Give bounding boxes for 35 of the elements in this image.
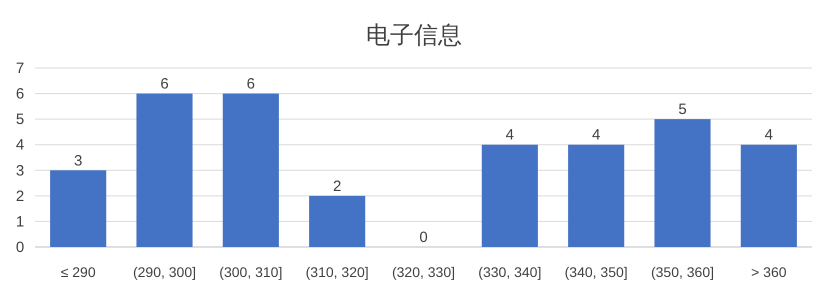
x-tick-label: ≤ 290 xyxy=(60,264,96,280)
bar xyxy=(654,119,711,247)
x-tick-label: > 360 xyxy=(751,264,787,280)
x-tick-label: (310, 320] xyxy=(306,264,369,280)
data-label: 4 xyxy=(764,126,774,144)
y-tick-label: 1 xyxy=(16,213,24,230)
data-label: 2 xyxy=(332,178,342,195)
bar xyxy=(482,144,538,247)
y-tick-label: 3 xyxy=(16,162,24,180)
y-tick-label: 4 xyxy=(16,136,24,154)
y-tick-label: 7 xyxy=(16,60,24,77)
y-tick-label: 0 xyxy=(16,239,24,256)
y-tick-label: 5 xyxy=(16,111,24,128)
x-tick-label: (290, 300] xyxy=(132,264,196,280)
x-tick-label: (350, 360] xyxy=(650,264,714,280)
x-tick-label: (300, 310] xyxy=(219,264,282,280)
data-label: 3 xyxy=(74,152,82,170)
bar xyxy=(568,144,624,247)
data-label: 4 xyxy=(506,126,514,144)
x-tick-label: (320, 330] xyxy=(392,264,456,280)
x-tick-label: (330, 340] xyxy=(478,264,542,280)
data-label: 0 xyxy=(419,229,428,246)
bar xyxy=(309,196,366,247)
bar xyxy=(740,144,797,247)
bar xyxy=(222,94,279,247)
data-label: 5 xyxy=(678,101,687,118)
bar xyxy=(136,94,193,247)
data-label: 4 xyxy=(592,126,600,144)
y-tick-label: 6 xyxy=(16,86,24,103)
data-label: 6 xyxy=(160,76,169,93)
chart-title: 电子信息 xyxy=(366,22,462,49)
bar xyxy=(50,170,106,247)
y-tick-label: 2 xyxy=(16,188,24,205)
data-label: 6 xyxy=(246,76,256,93)
x-tick-label: (340, 350] xyxy=(564,264,628,280)
